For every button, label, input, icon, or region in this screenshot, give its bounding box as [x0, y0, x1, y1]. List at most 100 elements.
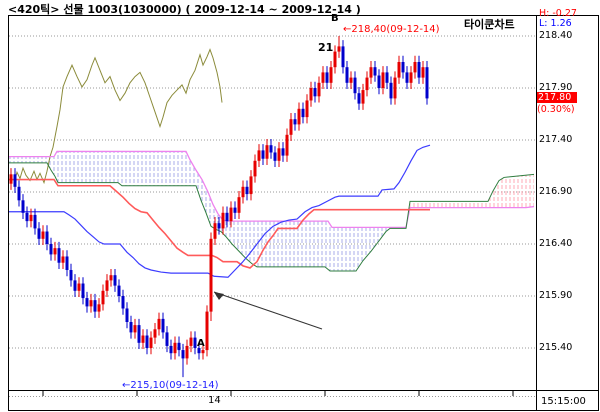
candle-body-down [73, 280, 77, 291]
candle-body-down [357, 93, 361, 104]
candle-body-up [97, 304, 101, 312]
candle-body-up [257, 150, 261, 161]
candle-body-down [401, 62, 405, 73]
candle-body-down [345, 67, 349, 83]
ichimoku-cloud [9, 151, 406, 272]
candle-body-down [93, 300, 97, 312]
candle-body-up [133, 325, 137, 333]
candle-body-down [161, 318, 165, 333]
candle-body-down [389, 82, 393, 99]
annotation-arrowhead [214, 292, 224, 300]
candle-body-down [169, 345, 173, 354]
candle-body-up [185, 345, 189, 359]
candle-body-up [337, 46, 341, 52]
candle-body-up [53, 248, 57, 255]
candle-body-up [241, 186, 245, 198]
candle-body-down [301, 108, 305, 118]
candle-body-down [165, 332, 169, 346]
candle-body-down [281, 148, 285, 156]
low-marker-a: A [197, 338, 205, 349]
price-axis-label: 216.40 [539, 238, 573, 249]
brand-watermark: 타이쿤차트 [464, 18, 515, 31]
candle-body-down [341, 46, 345, 68]
candle-body-up [409, 72, 413, 83]
candle-body-down [21, 200, 25, 213]
candle-body-up [157, 318, 161, 330]
tick-line [13, 48, 223, 185]
candle-body-up [213, 223, 217, 239]
price-axis-label: 215.90 [539, 290, 573, 301]
tenkan-line [9, 178, 430, 269]
annotation-arrow [213, 291, 323, 330]
window-title: <420틱> 선물 1003(1030000) ( 2009-12-14 ~ 2… [8, 3, 361, 16]
candle-body-up [321, 72, 325, 83]
price-axis-label: 216.90 [539, 186, 573, 197]
candle-body-down [85, 298, 89, 307]
price-axis-label: 215.40 [539, 342, 573, 353]
candle-body-down [45, 231, 49, 244]
candle-body-down [181, 350, 185, 359]
candle-body-down [81, 283, 85, 299]
kijun-line [9, 144, 431, 278]
candle-body-up [305, 100, 309, 118]
session-low-annotation: ←215,10(09-12-14) [122, 380, 219, 391]
candle-body-down [233, 207, 237, 213]
high-marker-b: B [331, 13, 339, 24]
low-change-value: L: 1.26 [539, 18, 572, 29]
candle-body-down [25, 212, 29, 222]
x-axis-date-label: 14 [208, 395, 221, 406]
price-axis-label: 218.40 [539, 30, 573, 41]
candle-body-up [89, 300, 93, 307]
count-label: 21 [318, 41, 334, 54]
candle-body-up [9, 174, 13, 184]
candle-body-up [289, 119, 293, 135]
candle-body-down [13, 174, 17, 187]
candle-body-up [309, 88, 313, 101]
candle-body-up [149, 337, 153, 348]
candle-body-down [57, 248, 61, 263]
candle-body-down [425, 67, 429, 99]
change-percent: (0.30%) [537, 104, 575, 115]
price-axis-label: 217.90 [539, 82, 573, 93]
candle-body-down [177, 342, 181, 351]
candle-body-up [109, 275, 113, 281]
candle-body-down [313, 88, 317, 97]
candle-body-down [121, 296, 125, 309]
candle-body-down [385, 72, 389, 83]
candle-body-up [41, 231, 45, 239]
candle-body-up [29, 214, 33, 222]
high-change-value: H: -0.27 [539, 8, 577, 19]
candle-body-down [273, 152, 277, 161]
candle-body-down [245, 186, 249, 195]
candle-body-up [173, 342, 177, 354]
candle-body-down [269, 145, 273, 153]
candle-body-down [373, 67, 377, 76]
candle-body-up [153, 329, 157, 338]
candle-body-down [129, 322, 133, 333]
candle-body-up [77, 283, 81, 291]
candle-body-up [229, 207, 233, 222]
candle-body-down [49, 244, 53, 255]
candle-body-down [197, 348, 201, 354]
candle-body-down [193, 337, 197, 348]
last-time-label: 15:15:00 [541, 396, 586, 407]
candle-body-down [405, 72, 409, 83]
candle-body-up [349, 77, 353, 83]
candle-body-down [261, 150, 265, 159]
candle-body-up [61, 256, 65, 263]
candle-body-up [237, 197, 241, 213]
candle-body-up [277, 148, 281, 161]
candle-body-up [101, 290, 105, 305]
chart-frame [8, 15, 599, 411]
candle-body-up [189, 337, 193, 346]
candle-body-down [325, 72, 329, 83]
candle-body-down [225, 212, 229, 222]
candle-body-up [205, 311, 209, 351]
candle-body-down [145, 335, 149, 348]
candle-body-up [329, 67, 333, 83]
candle-body-up [397, 62, 401, 78]
price-axis-label: 217.40 [539, 134, 573, 145]
candle-body-up [317, 82, 321, 97]
candle-body-up [105, 280, 109, 291]
